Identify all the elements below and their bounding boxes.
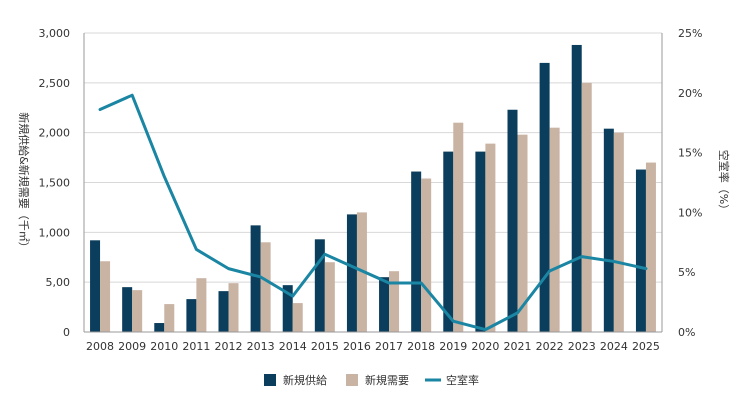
bar-demand-2008 <box>100 261 111 332</box>
bar-demand-2020 <box>485 143 496 332</box>
y-tick-label: 1,000 <box>39 226 71 239</box>
x-tick-label: 2010 <box>150 340 178 353</box>
x-tick-label: 2013 <box>247 340 275 353</box>
bar-supply-2017 <box>379 277 390 332</box>
x-tick-label: 2020 <box>471 340 499 353</box>
line-series-group <box>98 93 648 332</box>
bar-supply-2025 <box>635 169 646 332</box>
bar-demand-2011 <box>196 278 207 332</box>
axes <box>83 33 663 333</box>
x-tick-label: 2014 <box>279 340 307 353</box>
bar-demand-2012 <box>228 283 239 332</box>
bar-supply-2014 <box>282 285 293 332</box>
vacancy-rate-line <box>98 93 648 332</box>
x-tick-label: 2017 <box>375 340 403 353</box>
x-tick-label: 2012 <box>215 340 243 353</box>
x-tick-label: 2019 <box>439 340 467 353</box>
bar-demand-2010 <box>164 304 175 332</box>
legend-swatch <box>264 374 276 386</box>
y2-tick-label: 15% <box>678 147 702 160</box>
bar-supply-2022 <box>539 62 550 333</box>
y-axis-title: 新規供給&新規需要（千㎡） <box>17 112 31 253</box>
x-tick-label: 2025 <box>632 340 660 353</box>
bar-supply-2010 <box>154 323 165 332</box>
legend-label: 新規需要 <box>365 373 409 387</box>
legend-label: 空室率 <box>446 373 479 387</box>
legend-swatch <box>346 374 358 386</box>
bar-supply-2013 <box>250 225 261 332</box>
y-tick-label: 3,000 <box>39 27 71 40</box>
bar-series-group <box>90 44 656 333</box>
bar-demand-2013 <box>260 242 271 332</box>
bar-supply-2024 <box>603 128 614 332</box>
x-tick-label: 2024 <box>600 340 628 353</box>
bar-supply-2011 <box>186 299 197 332</box>
bar-demand-2023 <box>581 82 592 332</box>
bar-demand-2014 <box>292 303 303 332</box>
bar-supply-2012 <box>218 291 229 332</box>
x-tick-label: 2011 <box>182 340 210 353</box>
y-tick-label: 2,500 <box>39 77 71 90</box>
bar-supply-2008 <box>90 240 101 332</box>
bar-demand-2019 <box>453 122 464 332</box>
legend: 新規供給 新規需要 空室率 <box>264 373 479 387</box>
bar-supply-2019 <box>443 151 454 332</box>
y-tick-label: 0 <box>63 326 70 339</box>
y-tick-label: 2,000 <box>39 127 71 140</box>
x-tick-label: 2023 <box>568 340 596 353</box>
bar-demand-2025 <box>645 162 656 332</box>
x-tick-label: 2008 <box>86 340 114 353</box>
tick-labels: 0 5,00 1,000 1,500 2,000 2,500 3,000 0% 5% 10% 15%… <box>17 27 731 353</box>
y2-tick-label: 0% <box>678 326 695 339</box>
y-tick-label: 5,00 <box>46 276 71 289</box>
bar-demand-2024 <box>613 132 624 332</box>
bar-demand-2018 <box>421 178 432 332</box>
bar-supply-2009 <box>122 287 133 332</box>
x-tick-label: 2021 <box>504 340 532 353</box>
bar-supply-2018 <box>411 171 422 332</box>
x-tick-label: 2015 <box>311 340 339 353</box>
bar-demand-2015 <box>324 262 335 332</box>
x-tick-label: 2022 <box>536 340 564 353</box>
x-tick-label: 2009 <box>118 340 146 353</box>
bar-supply-2023 <box>571 44 582 333</box>
bar-demand-2017 <box>389 271 400 332</box>
bar-supply-2015 <box>314 239 325 332</box>
bar-supply-2016 <box>346 214 357 332</box>
bar-demand-2021 <box>517 134 528 332</box>
y2-tick-label: 25% <box>678 27 702 40</box>
grid-lines <box>84 32 662 283</box>
bar-demand-2022 <box>549 127 560 332</box>
y2-tick-label: 20% <box>678 87 702 100</box>
y-tick-label: 1,500 <box>39 177 71 190</box>
y2-axis-title: 空室率（%） <box>717 150 731 215</box>
x-tick-label: 2018 <box>407 340 435 353</box>
legend-label: 新規供給 <box>283 373 327 387</box>
bar-supply-2021 <box>507 109 518 332</box>
bar-demand-2009 <box>132 290 143 332</box>
bar-supply-2020 <box>475 151 486 332</box>
x-tick-label: 2016 <box>343 340 371 353</box>
y2-tick-label: 10% <box>678 206 702 219</box>
y2-tick-label: 5% <box>678 266 695 279</box>
